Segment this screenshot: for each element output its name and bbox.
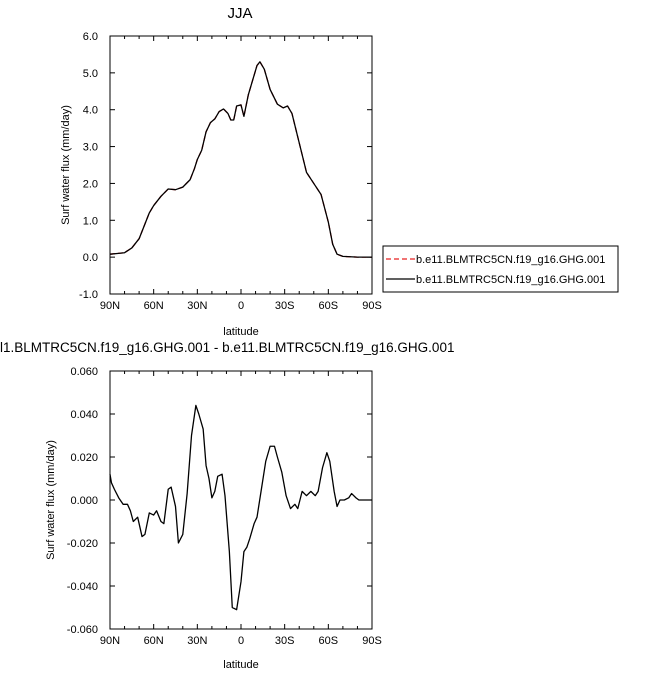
bottom-y-tick-label: 0.000 <box>70 495 98 507</box>
top-y-tick-label: 6.0 <box>83 31 98 43</box>
top-x-tick-label: 0 <box>238 300 244 312</box>
bottom-y-tick-label: -0.040 <box>67 581 98 593</box>
top-y-tick-label: 3.0 <box>83 142 98 154</box>
bottom-y-tick-label: -0.020 <box>67 538 98 550</box>
top-plot-frame <box>109 35 373 295</box>
top-y-tick-label: 0.0 <box>83 252 98 264</box>
bottom-y-tick-label: 0.020 <box>70 452 98 464</box>
top-y-axis-title: Surf water flux (mm/day) <box>60 105 72 225</box>
top-ticks-layer: 90N 60N 30N 0 30S 60S 90S -1.0 0.0 1.0 2.0 3.0 4.0 5.… <box>79 31 382 312</box>
bottom-x-tick-label: 30N <box>187 635 207 647</box>
top-y-tick-label: 5.0 <box>83 68 98 80</box>
bottom-plot-frame <box>109 370 373 630</box>
bottom-chart: l1.BLMTRC5CN.f19_g16.GHG.001 - b.e11.BLM… <box>0 340 454 671</box>
bottom-ticks-layer: 90N 60N 30N 0 30S 60S 90S -0.060 -0.040 -0.020 0.0… <box>67 366 382 647</box>
bottom-y-tick-label: -0.060 <box>67 624 98 636</box>
top-x-tick-label: 30N <box>187 300 207 312</box>
top-y-tick-label: 2.0 <box>83 178 98 190</box>
top-x-tick-label: 60S <box>319 300 339 312</box>
top-series-line-2 <box>109 61 372 258</box>
bottom-x-tick-label: 90S <box>362 635 382 647</box>
top-chart-title: JJA <box>227 5 252 22</box>
top-x-tick-label: 90N <box>100 300 120 312</box>
top-y-tick-label: 4.0 <box>83 105 98 117</box>
bottom-series-layer <box>109 404 372 611</box>
top-y-tick-label: 1.0 <box>83 215 98 227</box>
bottom-series-line-1 <box>109 404 372 611</box>
top-chart: JJA 90N 60N 30N 0 30S 60S 90S -1.0 0.0 1.0 2.0 3.0 4… <box>60 5 382 338</box>
legend-label-series-1: b.e11.BLMTRC5CN.f19_g16.GHG.001 <box>416 254 605 266</box>
top-x-axis-title: latitude <box>223 326 258 338</box>
bottom-chart-title: l1.BLMTRC5CN.f19_g16.GHG.001 - b.e11.BLM… <box>0 340 454 355</box>
bottom-x-tick-label: 90N <box>100 635 120 647</box>
bottom-y-tick-label: 0.060 <box>70 366 98 378</box>
bottom-y-axis-title: Surf water flux (mm/day) <box>45 440 57 560</box>
top-y-tick-label: -1.0 <box>79 289 98 301</box>
bottom-x-tick-label: 0 <box>238 635 244 647</box>
legend-box <box>382 245 619 293</box>
top-x-tick-label: 60N <box>144 300 164 312</box>
bottom-x-axis-title: latitude <box>223 659 258 671</box>
top-x-tick-label: 90S <box>362 300 382 312</box>
bottom-x-tick-label: 60S <box>319 635 339 647</box>
legend: b.e11.BLMTRC5CN.f19_g16.GHG.001 b.e11.BL… <box>382 245 619 293</box>
top-x-tick-label: 30S <box>275 300 295 312</box>
legend-label-series-2: b.e11.BLMTRC5CN.f19_g16.GHG.001 <box>416 274 605 286</box>
top-series-layer <box>109 61 372 258</box>
bottom-x-tick-label: 60N <box>144 635 164 647</box>
top-series-line-1 <box>109 61 372 258</box>
bottom-x-tick-label: 30S <box>275 635 295 647</box>
bottom-y-tick-label: 0.040 <box>70 409 98 421</box>
